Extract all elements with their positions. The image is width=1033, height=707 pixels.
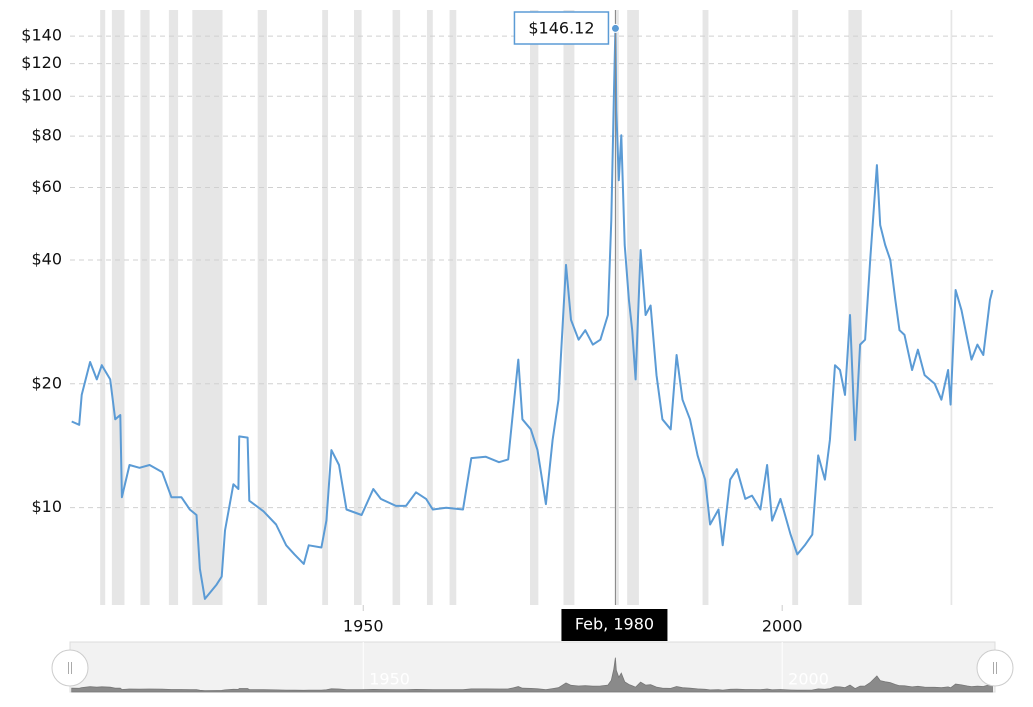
date-flag-label: Feb, 1980 — [575, 615, 654, 634]
y-tick-label: $140 — [21, 26, 62, 45]
tooltip-value: $146.12 — [528, 19, 594, 38]
navigator-handle[interactable] — [976, 649, 1014, 687]
x-tick-label: 2000 — [762, 617, 803, 636]
navigator-track — [69, 641, 996, 693]
shaded-period — [257, 10, 267, 605]
y-tick-label: $40 — [31, 249, 62, 268]
date-flag — [561, 609, 668, 641]
shaded-period — [702, 10, 709, 605]
overlay: $146.12 Feb, 1980 — [513, 10, 668, 641]
shaded-period — [322, 10, 329, 605]
navigator-area — [71, 657, 993, 693]
x-tick-label: 1950 — [343, 617, 384, 636]
y-tick-label: $10 — [31, 497, 62, 516]
shaded-period — [140, 10, 150, 605]
navigator-label: 2000 — [788, 670, 829, 689]
shaded-period — [529, 10, 539, 605]
shaded-period — [950, 10, 953, 605]
y-tick-label: $20 — [31, 373, 62, 392]
y-tick-label: $100 — [21, 86, 62, 105]
shaded-period — [192, 10, 223, 605]
shaded-period — [848, 10, 862, 605]
shaded-period — [614, 10, 619, 605]
shaded-period — [449, 10, 457, 605]
y-tick-label: $60 — [31, 177, 62, 196]
navigator[interactable]: 1950 2000 — [51, 641, 1014, 693]
grid: $10 $20 $40 $60 $80 $100 $120 $140 1950 2000 — [21, 26, 995, 636]
shaded-periods — [100, 10, 953, 605]
shaded-period — [392, 10, 401, 605]
y-tick-label: $120 — [21, 53, 62, 72]
tooltip-box — [513, 11, 610, 45]
line — [71, 27, 994, 600]
shaded-period — [792, 10, 799, 605]
shaded-period — [168, 10, 179, 605]
y-tick-label: $80 — [31, 126, 62, 145]
navigator-label: 1950 — [369, 670, 410, 689]
shaded-period — [100, 10, 106, 605]
shaded-period — [354, 10, 362, 605]
shaded-period — [627, 10, 639, 605]
shaded-period — [111, 10, 125, 605]
plot — [71, 27, 994, 600]
shaded-period — [426, 10, 433, 605]
hover-point — [610, 23, 620, 33]
navigator-handle[interactable] — [51, 649, 89, 687]
